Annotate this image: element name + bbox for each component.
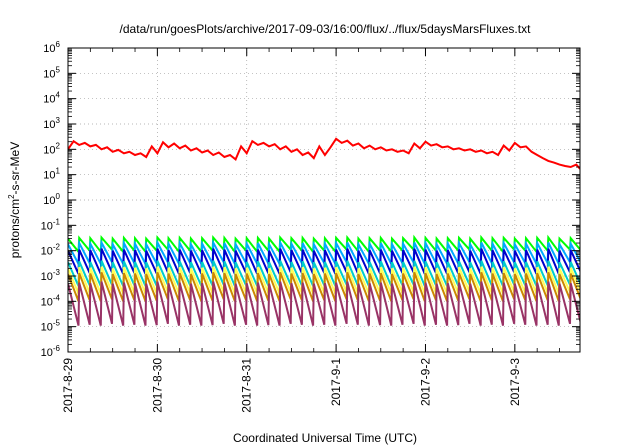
y-tick-base: 10 xyxy=(41,296,53,308)
y-tick-base: 10 xyxy=(43,43,55,55)
y-tick-exponent: 2 xyxy=(56,141,61,150)
y-tick-label: 104 xyxy=(43,91,60,106)
x-tick-label: 2017-9-3 xyxy=(508,358,522,406)
y-tick-exponent: -6 xyxy=(53,344,61,353)
y-tick-exponent: 1 xyxy=(56,167,61,176)
y-tick-label: 100 xyxy=(43,192,60,207)
x-tick-label: 2017-9-2 xyxy=(418,358,432,406)
y-tick-label: 101 xyxy=(43,167,60,182)
y-tick-label: 10-1 xyxy=(41,217,61,232)
y-tick-base: 10 xyxy=(41,220,53,232)
y-axis-label-main: protons/cm xyxy=(8,199,22,258)
series-group xyxy=(68,137,580,326)
y-tick-base: 10 xyxy=(43,144,55,156)
x-tick-label: 2017-8-30 xyxy=(150,358,164,413)
y-tick-base: 10 xyxy=(43,68,55,80)
series-line xyxy=(68,137,580,170)
y-tick-label: 103 xyxy=(43,116,60,131)
x-tick-label: 2017-9-1 xyxy=(329,358,343,406)
y-tick-base: 10 xyxy=(43,195,55,207)
y-tick-exponent: -1 xyxy=(53,217,61,226)
x-axis-ticks: 2017-8-29 2017-8-30 2017-8-31 2017-9-1 2017-… xyxy=(61,48,560,413)
y-tick-label: 10-4 xyxy=(41,293,61,308)
y-tick-base: 10 xyxy=(43,170,55,182)
x-tick-label: 2017-8-31 xyxy=(240,358,254,413)
y-tick-label: 10-5 xyxy=(41,319,61,334)
y-tick-exponent: 0 xyxy=(56,192,61,201)
y-tick-label: 10-6 xyxy=(41,344,61,359)
y-tick-exponent: -2 xyxy=(53,243,61,252)
y-tick-base: 10 xyxy=(43,119,55,131)
y-tick-exponent: -4 xyxy=(53,293,61,302)
y-tick-base: 10 xyxy=(41,322,53,334)
y-tick-label: 106 xyxy=(43,40,60,55)
y-tick-exponent: 6 xyxy=(56,40,61,49)
y-tick-base: 10 xyxy=(41,246,53,258)
x-axis-label: Coordinated Universal Time (UTC) xyxy=(233,431,417,445)
x-tick-label: 2017-8-29 xyxy=(61,358,75,413)
y-tick-label: 10-2 xyxy=(41,243,61,258)
y-axis-label-tail: -s-sr-MeV xyxy=(8,142,22,195)
y-tick-exponent: 3 xyxy=(56,116,61,125)
y-axis-label: protons/cm2-s-sr-MeV xyxy=(7,142,22,258)
y-tick-exponent: 4 xyxy=(56,91,61,100)
y-axis-label-sup: 2 xyxy=(7,194,16,199)
y-tick-base: 10 xyxy=(41,271,53,283)
y-tick-base: 10 xyxy=(41,347,53,359)
y-tick-label: 102 xyxy=(43,141,60,156)
chart-title: /data/run/goesPlots/archive/2017-09-03/1… xyxy=(120,22,532,36)
y-tick-base: 10 xyxy=(43,94,55,106)
y-tick-label: 105 xyxy=(43,65,60,80)
y-tick-exponent: -5 xyxy=(53,319,61,328)
y-axis-ticks: 10610510410310210110010-110-210-310-410-… xyxy=(41,40,580,359)
series-line xyxy=(68,281,580,326)
y-tick-exponent: 5 xyxy=(56,65,61,74)
y-tick-label: 10-3 xyxy=(41,268,61,283)
y-tick-exponent: -3 xyxy=(53,268,61,277)
